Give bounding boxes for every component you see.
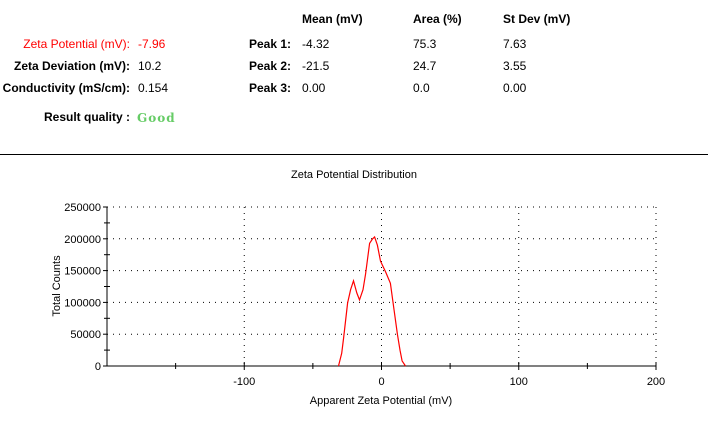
y-tick-label: 0	[95, 361, 101, 373]
peak-label: Peak 2:	[249, 59, 292, 73]
peak-mean: -4.32	[302, 37, 330, 51]
peak-area: 75.3	[413, 37, 437, 51]
x-tick-label: 200	[647, 376, 665, 388]
header-stdev: St Dev (mV)	[503, 12, 571, 26]
peak-label: Peak 1:	[249, 37, 292, 51]
zeta-distribution-chart: Zeta Potential Distribution Apparent Zeta…	[0, 154, 708, 425]
header-area: Area (%)	[413, 12, 462, 26]
peak-mean: -21.5	[302, 59, 330, 73]
zeta-potential-label: Zeta Potential (mV):	[23, 37, 130, 51]
peak-area: 24.7	[413, 59, 437, 73]
result-quality-label: Result quality :	[43, 110, 130, 124]
zeta-deviation-value: 10.2	[138, 59, 162, 73]
result-quality-value: Good	[137, 111, 176, 125]
peak-stdev: 3.55	[503, 59, 527, 73]
x-tick-label: 0	[378, 376, 384, 388]
y-tick-label: 200000	[64, 234, 101, 246]
peak-label: Peak 3:	[249, 81, 292, 95]
peak-stdev: 0.00	[503, 81, 527, 95]
zeta-potential-value: -7.96	[138, 37, 166, 51]
y-tick-label: 100000	[64, 297, 101, 309]
conductivity-label: Conductivity (mS/cm):	[2, 81, 130, 95]
peak-mean: 0.00	[302, 81, 326, 95]
y-tick-label: 50000	[70, 329, 101, 341]
header-mean: Mean (mV)	[302, 12, 363, 26]
y-tick-label: 150000	[64, 266, 101, 278]
y-tick-label: 250000	[64, 202, 101, 214]
y-axis-label: Total Counts	[51, 255, 63, 317]
chart-svg: Zeta Potential Distribution Apparent Zeta…	[51, 169, 665, 407]
x-axis-label: Apparent Zeta Potential (mV)	[310, 395, 452, 407]
chart-title: Zeta Potential Distribution	[291, 169, 417, 181]
x-tick-label: -100	[233, 376, 255, 388]
conductivity-value: 0.154	[138, 81, 169, 95]
x-tick-label: 100	[510, 376, 528, 388]
zeta-deviation-label: Zeta Deviation (mV):	[13, 59, 130, 73]
peak-stdev: 7.63	[503, 37, 527, 51]
series-line	[337, 235, 406, 367]
peak-area: 0.0	[413, 81, 430, 95]
